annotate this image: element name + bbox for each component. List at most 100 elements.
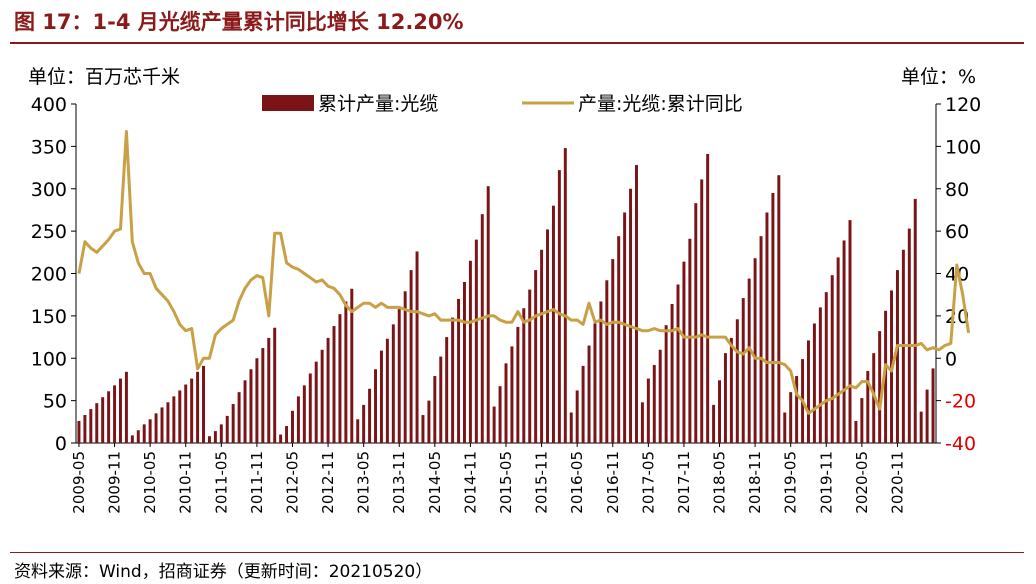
bar [611,259,615,443]
x-tick-label: 2016-05 [568,451,586,514]
bar [391,324,395,443]
bar [729,337,733,443]
bar [374,369,377,443]
bar [581,365,585,443]
left-tick-label: 400 [31,94,67,116]
bar [919,411,923,443]
bar [694,203,698,443]
bar [753,258,757,443]
bar [652,365,656,443]
bar [142,424,146,443]
bar [480,214,484,443]
bar [166,402,170,443]
bar [676,284,680,443]
bar [670,304,674,443]
bar [344,301,348,443]
bar [765,212,769,443]
bar [314,361,318,443]
bar [718,380,721,443]
x-tick-label: 2012-11 [319,451,337,514]
bar [101,397,105,443]
bar [237,392,241,443]
legend-bar-label: 累计产量:光缆 [318,93,438,115]
bar [842,240,846,443]
bar [255,358,259,443]
yoy-line [77,130,971,415]
bar [457,298,461,443]
bar [213,431,217,443]
bar [172,396,176,443]
bar [836,257,840,443]
bar [807,340,810,443]
bar [302,385,306,443]
bar [771,192,775,443]
bar [184,384,188,443]
bar [433,376,437,443]
bar [308,373,312,443]
bar [119,378,122,443]
bar [368,388,372,443]
legend-line-label: 产量:光缆:累计同比 [578,93,743,115]
x-tick-label: 2015-11 [533,451,551,514]
bar [848,220,852,443]
x-tick-label: 2016-11 [604,451,622,514]
bar [925,389,929,443]
bar [741,298,745,443]
bar [812,323,816,443]
bar [688,238,692,443]
bar [279,434,283,443]
right-tick-label: 100 [945,136,981,158]
bar [587,345,591,443]
x-tick-label: 2011-05 [212,451,230,514]
x-tick-label: 2012-05 [283,451,301,514]
bar [273,327,277,443]
x-tick-label: 2019-05 [782,451,800,514]
title-rule [10,42,1024,44]
bar [285,426,289,443]
bar [492,406,496,443]
x-tick-label: 2011-11 [248,451,266,514]
bar [190,378,194,443]
bar [723,353,727,443]
bar [789,392,793,443]
bar [243,380,247,443]
x-tick-label: 2018-05 [711,451,729,514]
bar [136,430,140,443]
bar [332,326,336,443]
x-tick-label: 2019-11 [817,451,835,514]
bar [95,403,99,443]
bar [77,420,81,443]
bar [296,396,300,443]
bar [267,337,271,443]
bar [113,385,117,443]
bar [866,370,870,443]
bar [196,371,200,443]
bar [617,236,621,443]
bar [178,390,182,443]
bar [557,170,561,444]
right-tick-label: 60 [945,221,969,243]
bar [124,371,128,443]
x-tick-label: 2020-11 [888,451,906,514]
x-tick-label: 2013-05 [355,451,373,514]
bar [504,363,508,443]
bar [830,275,834,443]
bar [415,251,419,443]
bar [747,278,751,443]
x-tick-label: 2020-05 [853,451,871,514]
x-tick-label: 2014-11 [461,451,479,514]
right-tick-label: 120 [945,94,981,116]
bar [83,415,87,443]
bar [640,402,644,443]
bar [658,349,662,443]
bar [338,314,342,443]
bar [528,289,532,443]
bar [439,356,443,443]
bar [219,424,223,443]
bar [593,323,597,443]
bar [160,407,164,443]
right-tick-label: -40 [945,433,976,455]
bar [326,337,330,443]
bar [534,270,538,443]
